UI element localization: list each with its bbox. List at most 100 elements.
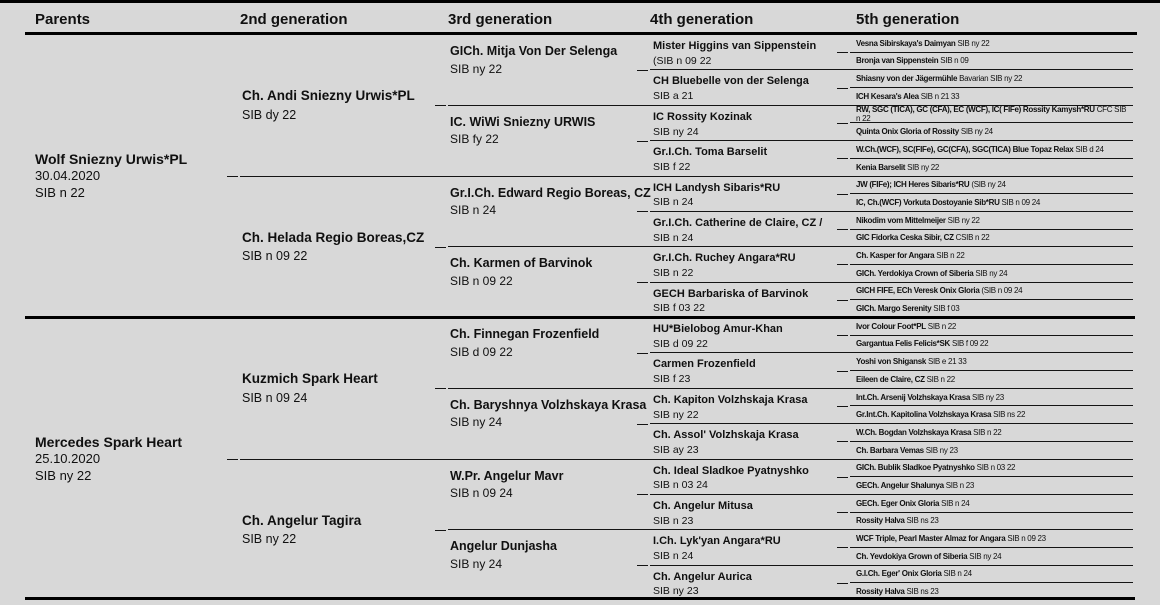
gen5-cell: Ch. Kasper for Angara SIB n 22 [850,247,1133,265]
cat-code: SIB n 22 [927,321,957,331]
cat-name: Eileen de Claire, CZ [856,374,925,384]
cat-code: SIB f 03 [933,304,960,314]
cat-name: WCF Triple, Pearl Master Almaz for Angar… [856,534,1006,543]
cat-name: Shiasny von der Jägermühle [856,74,958,84]
cat-name: Ch. Kasper for Angara [856,251,935,260]
cat-code: SIB ny 22 [947,215,980,225]
cat-name: GICh. Bublik Sladkoe Pyatnyshko [856,463,975,473]
cat-name: Gr.I.Ch. Ruchey Angara*RU [653,252,796,265]
cat-code: CFC SIB n 22 [856,105,1127,124]
gen5-cell: Bronja van Sippenstein SIB n 09 [850,53,1133,71]
gen5-cell: W.Ch.(WCF), SC(FIFe), GC(CFA), SGC(TICA)… [850,141,1133,159]
cat-code: SIB n 24 [653,550,694,563]
gen5-cell: GECh. Angelur Shalunya SIB n 23 [850,477,1133,495]
gen2-cell: Ch. Helada Regio Boreas,CZ SIB n 09 22 [240,177,448,318]
cat-name: GECH Barbariska of Barvinok [653,287,809,300]
gen3-cell: Ch. Finnegan Frozenfield SIB d 09 22 [448,318,650,389]
cat-code: SIB n 24 [653,196,694,209]
cat-code: SIB ns 23 [906,587,939,597]
cat-code: SIB ny 22 [450,61,503,76]
cat-name: GIC Fidorka Ceska Sibir, CZ [856,233,954,243]
gen3-cell: W.Pr. Angelur Mavr SIB n 09 24 [448,460,650,531]
cat-code: SIB n 22 [653,267,694,280]
cat-code: SIB ny 22 [242,532,297,547]
cat-code: SIB ny 23 [653,585,699,598]
cat-name: HU*Bielobog Amur-Khan [653,323,783,335]
pedigree-chart: Wolf Sniezny Urwis*PL 30.04.2020 SIB n 2… [25,35,1135,600]
cat-code: CSIB n 22 [955,233,990,243]
cat-code: SIB d 24 [1075,144,1104,154]
cat-code: SIB ny 24 [960,127,993,137]
gen5-cell: WCF Triple, Pearl Master Almaz for Angar… [850,530,1133,548]
cat-name: G.I.Ch. Eger' Onix Gloria [856,569,942,579]
cat-name: Ch. Assol' Volzhskaja Krasa [653,429,799,442]
cat-name: Ch. Angelur Mitusa [653,499,753,512]
gen4-cell: Ch. Angelur Mitusa SIB n 23 [650,495,850,531]
cat-code: SIB n 09 [940,56,969,66]
cat-code: SIB n 22 [35,185,85,201]
gen5-cell: IC, Ch.(WCF) Vorkuta Dostoyanie Sib*RU S… [850,194,1133,212]
cat-code: SIB n 21 33 [920,91,960,101]
cat-code: SIB n 09 24 [450,486,513,500]
gen5-cell: Nikodim vom Mittelmeijer SIB ny 22 [850,212,1133,230]
cat-code: SIB n 22 [926,374,956,384]
gen5-cell: G.I.Ch. Eger' Onix Gloria SIB n 24 [850,566,1133,584]
gen5-cell: Yoshi von Shigansk SIB e 21 33 [850,353,1133,372]
cat-code: SIB ny 24 [450,415,503,430]
cat-name: CH Bluebelle von der Selenga [653,75,809,88]
gen5-cell: Rossity Halva SIB ns 23 [850,513,1133,531]
gen3-cell: Gr.I.Ch. Edward Regio Boreas, CZ SIB n 2… [448,177,651,248]
cat-birthdate: 25.10.2020 [35,451,101,467]
gen3-column: GICh. Mitja Von Der Selenga SIB ny 22 IC… [448,35,651,600]
column-header-gen3: 3rd generation [448,11,553,28]
gen5-cell: ICH Kesara's Alea SIB n 21 33 [850,88,1133,106]
gen2-column: Ch. Andi Sniezny Urwis*PL SIB dy 22 Ch. … [240,35,448,600]
cat-code: SIB ny 22 [35,468,92,484]
cat-name: W.Ch. Bogdan Volzhskaya Krasa [856,427,972,437]
cat-code: SIB d 09 22 [653,337,708,350]
cat-name: Ch. Ideal Sladkoe Pyatnyshko [653,464,809,477]
cat-name: Mister Higgins van Sippenstein [653,40,817,52]
cat-code: SIB ns 22 [993,410,1026,420]
cat-name: Ch. Baryshnya Volzhskaya Krasa [450,397,647,412]
cat-code: SIB n 09 23 [1007,534,1046,543]
gen5-cell: Ch. Barbara Vemas SIB ny 23 [850,442,1133,460]
cat-code: SIB n 23 [945,480,975,490]
cat-code: SIB f 22 [653,160,691,173]
cat-name: IC. WiWi Sniezny URWIS [450,114,596,129]
cat-name: GICh. Margo Serenity [856,304,932,314]
gen4-column: Mister Higgins van Sippenstein (SIB n 09… [650,35,850,600]
gen5-cell: Shiasny von der Jägermühle Bavarian SIB … [850,70,1133,89]
gen3-cell: Ch. Karmen of Barvinok SIB n 09 22 [448,247,650,318]
gen3-cell: IC. WiWi Sniezny URWIS SIB fy 22 [448,106,650,177]
cat-name: ICH Landysh Sibaris*RU [653,181,781,194]
cat-code: SIB n 24 [653,231,694,244]
cat-code: SIB ny 23 [971,392,1004,402]
parent-cell: Wolf Sniezny Urwis*PL 30.04.2020 SIB n 2… [25,35,240,318]
gen5-cell: Gr.Int.Ch. Kapitolina Volzhskaya Krasa S… [850,406,1133,425]
gen5-cell: Int.Ch. Arsenij Volzhskaya Krasa SIB ny … [850,389,1133,407]
gen5-cell: Vesna Sibirskaya's Daimyan SIB ny 22 [850,35,1133,53]
cat-name: IC, Ch.(WCF) Vorkuta Dostoyanie Sib*RU [856,197,1000,207]
cat-code: SIB n 24 [941,498,970,508]
cat-code: SIB n 09 24 [1001,197,1041,207]
cat-name: Angelur Dunjasha [450,539,557,554]
gen5-cell: Gargantua Felis Felicis*SK SIB f 09 22 [850,336,1133,354]
cat-code: SIB d 09 22 [450,344,513,359]
cat-code: SIB e 21 33 [927,357,967,367]
gen5-cell: JW (FIFe); ICH Heres Sibaris*RU (SIB ny … [850,177,1133,195]
cat-name: JW (FIFe); ICH Heres Sibaris*RU [856,180,970,190]
cat-code: SIB dy 22 [242,107,297,122]
gen4-cell: Gr.I.Ch. Ruchey Angara*RU SIB n 22 [650,247,850,283]
cat-name: Kenia Barselit [856,162,906,172]
gen4-cell: IC Rossity Kozinak SIB ny 24 [650,106,850,142]
cat-name: Carmen Frozenfield [653,358,756,371]
cat-name: Gargantua Felis Felicis*SK [856,339,951,349]
cat-name: ICH Kesara's Alea [856,91,919,101]
cat-code: SIB ny 24 [450,556,503,571]
cat-code: SIB f 09 22 [951,339,989,349]
cat-code: Bavarian SIB ny 22 [959,74,1023,84]
gen5-cell: Ivor Colour Foot*PL SIB n 22 [850,318,1133,336]
parents-divider-rule [25,316,1135,319]
cat-code: SIB f 03 22 [653,302,705,315]
